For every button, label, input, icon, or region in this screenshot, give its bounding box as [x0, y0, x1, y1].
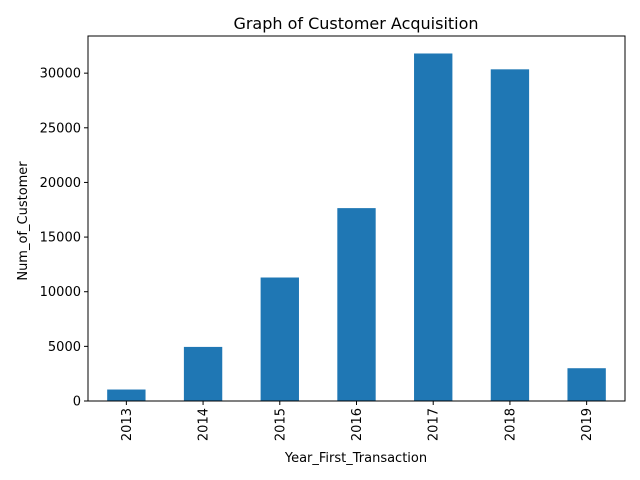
x-tick-label: 2017 — [427, 408, 442, 441]
y-tick-label: 0 — [73, 395, 81, 410]
y-axis-label: Num_of_Customer — [16, 161, 31, 281]
y-tick-label: 25000 — [40, 121, 81, 136]
plot-area: 0 5000 10000 15000 20000 25000 30000 2013 2014 20… — [40, 35, 626, 441]
bar-2014 — [183, 346, 223, 401]
y-tick-label: 5000 — [48, 340, 81, 355]
x-axis-label: Year_First_Transaction — [284, 451, 427, 466]
bar-2017 — [414, 53, 453, 402]
bar-2013 — [107, 389, 146, 401]
y-tick-label: 10000 — [40, 285, 81, 300]
bar-2016 — [337, 208, 376, 401]
x-tick-label: 2019 — [580, 408, 595, 441]
y-tick-label: 30000 — [40, 67, 81, 82]
x-tick-label: 2018 — [503, 408, 518, 441]
bar-2015 — [260, 277, 299, 401]
x-tick-label: 2015 — [273, 408, 288, 441]
x-tick-label: 2013 — [120, 408, 135, 441]
x-tick-label: 2016 — [350, 408, 365, 441]
x-tick-label: 2014 — [197, 408, 212, 441]
bar-2018 — [490, 69, 530, 401]
bar-2019 — [567, 368, 606, 401]
y-tick-label: 20000 — [40, 176, 81, 191]
chart-title: Graph of Customer Acquisition — [233, 14, 478, 33]
y-tick-label: 15000 — [40, 231, 81, 246]
